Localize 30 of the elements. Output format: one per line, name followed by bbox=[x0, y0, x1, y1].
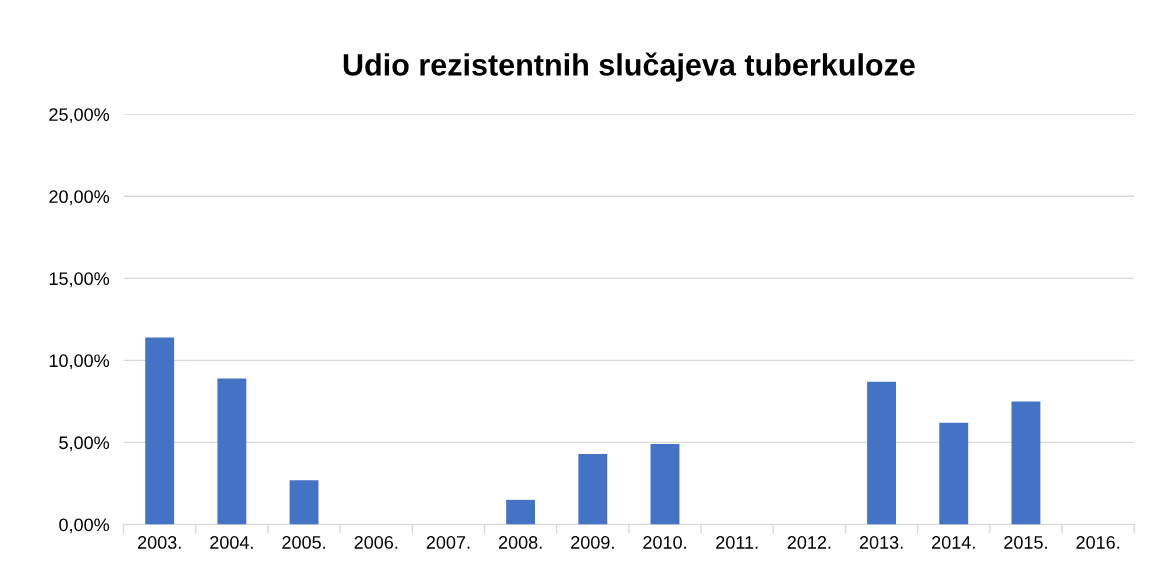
x-tick-label: 2009. bbox=[571, 536, 614, 549]
x-tick-label: 2005. bbox=[282, 536, 325, 549]
bar bbox=[145, 337, 175, 525]
bar bbox=[217, 378, 247, 525]
x-tick-label: 2011. bbox=[716, 536, 758, 549]
bar bbox=[867, 381, 896, 525]
y-tick-label: 10,00% bbox=[49, 354, 110, 370]
x-tick-label: 2015. bbox=[1004, 536, 1047, 549]
x-tick-label: 2013. bbox=[859, 536, 903, 549]
x-tick-label: 2016. bbox=[1076, 536, 1120, 549]
chart-title: Udio rezistentnih slučajeva tuberkuloze bbox=[343, 52, 915, 82]
bar bbox=[578, 453, 608, 525]
x-tick-label: 2008. bbox=[498, 536, 542, 549]
x-tick-label: 2004. bbox=[210, 536, 253, 549]
y-tick-label: 5,00% bbox=[59, 436, 110, 452]
x-tick-label: 2006. bbox=[354, 536, 398, 549]
x-tick-label: 2007. bbox=[426, 536, 470, 549]
x-tick-label: 2010. bbox=[643, 536, 686, 549]
bar bbox=[506, 499, 536, 525]
y-tick-label: 0,00% bbox=[59, 518, 110, 534]
bar bbox=[939, 422, 969, 525]
y-tick-label: 20,00% bbox=[49, 190, 110, 206]
bar bbox=[289, 480, 319, 525]
x-tick-label: 2012. bbox=[787, 536, 831, 549]
bar bbox=[1011, 401, 1041, 525]
y-tick-label: 25,00% bbox=[49, 108, 110, 124]
x-tick-label: 2014. bbox=[932, 536, 975, 549]
y-tick-label: 15,00% bbox=[49, 272, 110, 288]
x-tick-label: 2003. bbox=[138, 536, 181, 549]
bar bbox=[650, 444, 680, 525]
